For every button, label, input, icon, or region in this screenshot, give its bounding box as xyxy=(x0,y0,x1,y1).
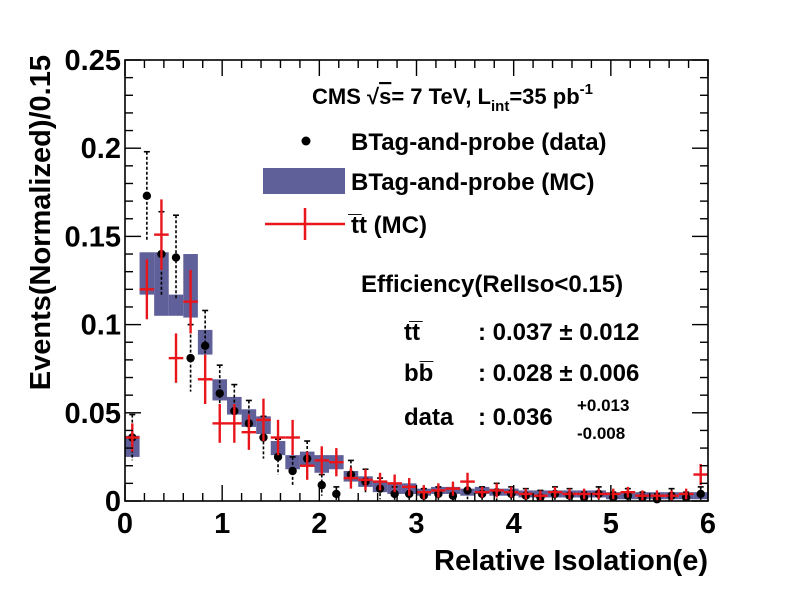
cms-header: CMS √s= 7 TeV, Lint=35 pb-1 xyxy=(312,81,593,115)
data-point xyxy=(142,191,152,201)
y-tick-label: 0.25 xyxy=(65,45,121,77)
mc-band-bin xyxy=(168,294,184,316)
y-tick-label: 0.1 xyxy=(81,310,121,342)
efficiency-name-data: data xyxy=(404,404,454,431)
data-point xyxy=(696,489,705,499)
efficiency-block: Efficiency(RelIso<0.15) tt̅ : 0.037 ± 0.… xyxy=(361,271,639,443)
efficiency-value-ttbar: : 0.037 ± 0.012 xyxy=(478,319,639,346)
x-tick-label: 0 xyxy=(117,508,133,540)
efficiency-plus-data: +0.013 xyxy=(577,396,629,415)
legend-entry-ttbar: t̅t (MC) xyxy=(265,208,427,240)
legend-entry-data: BTag-and-probe (data) xyxy=(301,129,607,156)
efficiency-minus-data: -0.008 xyxy=(577,424,625,443)
efficiency-name-ttbar: tt̅ xyxy=(404,319,423,346)
legend-marker-data xyxy=(301,136,311,146)
efficiency-name-bbbar: bb̅ xyxy=(404,360,434,387)
legend-label-mc: BTag-and-probe (MC) xyxy=(351,169,595,196)
x-tick-label: 1 xyxy=(214,508,230,540)
x-tick-label: 4 xyxy=(506,508,522,540)
efficiency-value-data: : 0.036 xyxy=(478,404,553,431)
legend: BTag-and-probe (data) BTag-and-probe (MC… xyxy=(263,129,607,240)
x-tick-label: 3 xyxy=(408,508,424,540)
y-tick-label: 0.15 xyxy=(65,221,121,253)
x-tick-label: 5 xyxy=(603,508,619,540)
legend-label-data: BTag-and-probe (data) xyxy=(351,129,607,156)
data-point xyxy=(171,253,181,262)
x-tick-label: 6 xyxy=(700,508,716,540)
tick-labels: 0 1 2 3 4 5 6 0 0.05 0.1 0.15 0.2 0.25 xyxy=(65,45,717,540)
x-axis-title: Relative Isolation(e) xyxy=(434,545,708,577)
x-tick-label: 2 xyxy=(311,508,327,540)
y-tick-label: 0.05 xyxy=(65,398,121,430)
data-point xyxy=(200,341,210,350)
y-tick-label: 0 xyxy=(105,486,121,518)
y-axis-title: Events(Normalized)/0.15 xyxy=(25,55,57,390)
legend-entry-mc: BTag-and-probe (MC) xyxy=(263,168,595,196)
data-point xyxy=(186,353,195,363)
legend-swatch-mc xyxy=(263,168,345,194)
data-point xyxy=(215,389,224,398)
data-point xyxy=(273,452,283,462)
efficiency-title: Efficiency(RelIso<0.15) xyxy=(361,271,623,298)
efficiency-value-bbbar: : 0.028 ± 0.006 xyxy=(478,360,639,387)
legend-label-ttbar: t̅t (MC) xyxy=(347,212,427,239)
y-tick-label: 0.2 xyxy=(81,133,121,165)
data-point xyxy=(288,466,297,476)
axes-frame xyxy=(124,59,709,502)
ttbar-crosses-layer xyxy=(125,199,708,501)
